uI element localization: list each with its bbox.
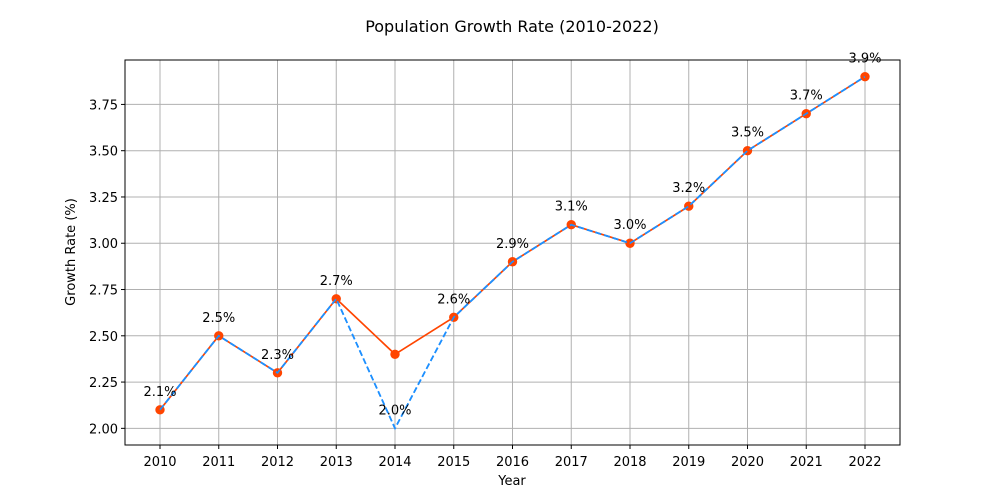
series-1-point bbox=[390, 349, 400, 360]
chart-title: Population Growth Rate (2010-2022) bbox=[365, 17, 659, 36]
data-label: 2.6% bbox=[437, 292, 470, 307]
y-tick-label: 2.00 bbox=[89, 422, 118, 437]
x-tick-label: 2017 bbox=[555, 455, 588, 470]
x-tick-label: 2016 bbox=[496, 455, 529, 470]
tick-layer: 2010 2011 2012 2013 2014 2015 2016 2017 2018 2019… bbox=[89, 98, 882, 470]
data-label: 3.9% bbox=[848, 52, 881, 67]
x-tick-label: 2010 bbox=[143, 455, 176, 470]
data-label: 2.5% bbox=[202, 311, 235, 326]
grid-layer bbox=[125, 60, 900, 445]
data-label: 2.7% bbox=[320, 274, 353, 289]
data-label: 2.3% bbox=[261, 348, 294, 363]
x-tick-label: 2013 bbox=[320, 455, 353, 470]
y-tick-label: 3.00 bbox=[89, 237, 118, 252]
data-label: 2.1% bbox=[143, 385, 176, 400]
data-label: 2.0% bbox=[378, 403, 411, 418]
x-tick-label: 2020 bbox=[731, 455, 764, 470]
x-tick-label: 2012 bbox=[261, 455, 294, 470]
x-tick-label: 2019 bbox=[672, 455, 705, 470]
series-line-overlay bbox=[159, 75, 866, 431]
y-tick-label: 3.75 bbox=[89, 98, 118, 113]
x-tick-label: 2022 bbox=[848, 455, 881, 470]
y-axis-label: Growth Rate (%) bbox=[64, 198, 79, 306]
x-tick-label: 2021 bbox=[790, 455, 823, 470]
data-label: 3.5% bbox=[731, 126, 764, 141]
y-tick-label: 2.50 bbox=[89, 330, 118, 345]
data-label: 3.2% bbox=[672, 181, 705, 196]
x-axis-label: Year bbox=[497, 474, 526, 489]
y-tick-label: 3.25 bbox=[89, 191, 118, 206]
x-tick-label: 2014 bbox=[378, 455, 411, 470]
data-label: 3.1% bbox=[555, 200, 588, 215]
y-tick-label: 3.50 bbox=[89, 145, 118, 160]
x-tick-label: 2018 bbox=[613, 455, 646, 470]
y-tick-label: 2.25 bbox=[89, 376, 118, 391]
y-tick-label: 2.75 bbox=[89, 284, 118, 299]
x-tick-label: 2011 bbox=[202, 455, 235, 470]
data-label: 3.7% bbox=[790, 89, 823, 104]
data-label-layer: 2.1% 2.5% 2.3% 2.7% 2.0% 2.6% 2.9% 3.1% 3.0% 3.2%… bbox=[143, 52, 881, 419]
data-label: 2.9% bbox=[496, 237, 529, 252]
x-tick-label: 2015 bbox=[437, 455, 470, 470]
data-label: 3.0% bbox=[613, 218, 646, 233]
series-layer bbox=[155, 71, 870, 431]
